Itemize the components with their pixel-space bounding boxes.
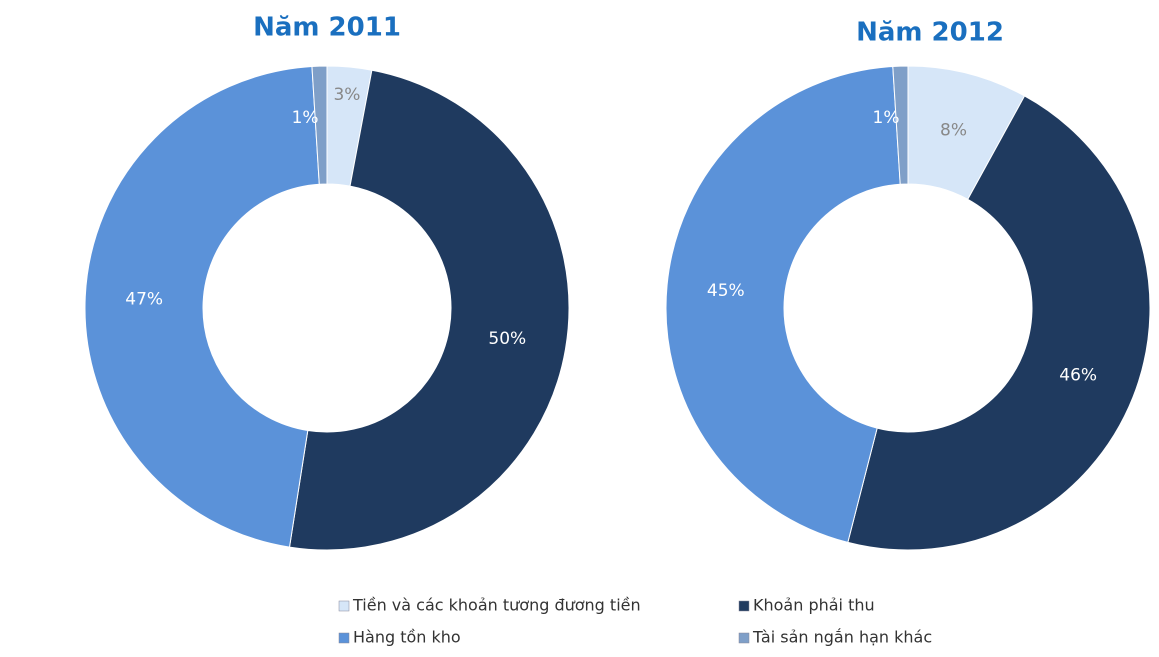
data-label: 1% (292, 108, 319, 128)
chart-title: Năm 2012 (856, 18, 1004, 48)
data-label: 3% (333, 85, 360, 105)
legend-swatch (338, 632, 350, 644)
donut-slice (892, 65, 909, 185)
data-label: 8% (940, 121, 967, 141)
data-label: 46% (1059, 365, 1097, 385)
chart-title: Năm 2011 (253, 13, 401, 43)
legend-swatch (338, 600, 350, 612)
data-label: 47% (125, 289, 163, 309)
donut-slice (288, 69, 570, 551)
legend-swatch (738, 632, 750, 644)
data-label: 45% (707, 281, 745, 301)
legend-swatch (738, 600, 750, 612)
legend-label: Hàng tồn kho (353, 628, 461, 647)
legend-label: Khoản phải thu (753, 596, 875, 615)
legend-label: Tiền và các khoản tương đương tiền (352, 596, 641, 615)
legend-label: Tài sản ngắn hạn khác (752, 628, 932, 647)
data-label: 50% (488, 329, 526, 349)
donut-slice (847, 95, 1151, 551)
donut-slice (84, 65, 320, 548)
donut-slice (311, 65, 328, 185)
data-label: 1% (873, 108, 900, 128)
donut-slice (665, 65, 901, 544)
